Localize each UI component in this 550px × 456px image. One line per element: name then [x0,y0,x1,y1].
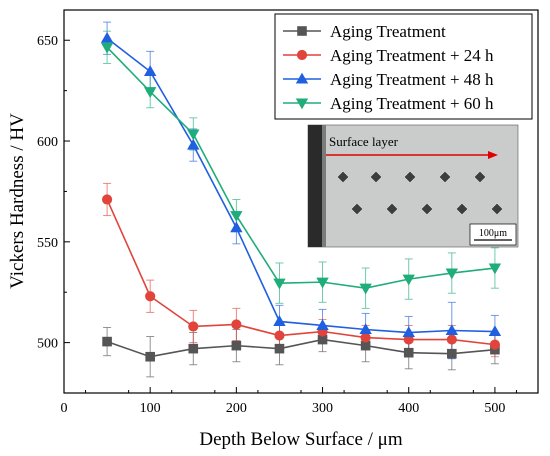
data-point [446,334,457,345]
data-point [187,129,200,141]
axis-ticks: 0 100 200 300 400 500 500 550 600 650 [37,34,517,416]
data-point [231,319,242,330]
indent-mark [370,171,382,183]
legend-marker [296,49,308,61]
indent-mark [386,203,398,215]
indentation-marks [337,171,503,215]
series-lines [106,37,496,358]
data-point [488,263,502,275]
data-point [359,283,372,295]
x-tick-label: 100 [140,401,161,416]
data-point [188,343,199,354]
indent-mark [474,171,486,183]
data-point [403,347,414,358]
data-point [100,42,114,54]
data-point [359,323,372,335]
indent-mark [491,203,503,215]
data-point [143,65,157,77]
data-point [402,274,415,286]
inset-micrograph: Surface layer 100μm [307,124,519,248]
series-line-2 [106,199,496,346]
legend-label: Aging Treatment + 60 h [330,94,494,113]
indent-mark [404,171,416,183]
scale-bar-label: 100μm [479,228,507,239]
legend-entry: Aging Treatment + 48 h [283,70,494,89]
legend-entry: Aging Treatment + 24 h [283,46,494,65]
x-tick-label: 300 [312,401,333,416]
y-tick-label: 600 [37,135,58,150]
y-tick-label: 550 [37,236,58,251]
data-point [188,321,199,332]
legend-box [274,13,533,120]
x-tick-label: 400 [398,401,419,416]
x-tick-label: 500 [484,401,505,416]
data-point [273,278,286,290]
indent-mark [456,203,468,215]
data-point [230,211,243,222]
data-point [274,343,285,354]
legend-entry: Aging Treatment + 60 h [283,94,494,113]
x-axis-title: Depth Below Surface / μm [199,429,403,450]
x-tick-label: 200 [226,401,247,416]
surface-layer-arrowhead-icon [488,151,498,159]
legend-entry: Aging Treatment [283,22,446,41]
y-tick-label: 500 [37,337,58,352]
legend-label: Aging Treatment + 24 h [330,46,494,65]
legend: Aging Treatment Aging Treatment + 24 h Agi… [274,13,533,120]
y-tick-label: 650 [37,34,58,49]
data-point [402,326,415,338]
data-point [360,332,371,343]
data-point [187,138,200,150]
data-point [102,194,113,205]
inset-label: Surface layer [329,134,399,149]
data-point [445,268,459,280]
data-point [145,351,155,362]
indent-mark [351,203,363,215]
inset-surface-shade [322,125,326,247]
legend-marker [295,98,309,110]
legend-label: Aging Treatment [330,22,446,41]
data-point [231,340,242,351]
inset-surface-edge [308,125,322,247]
data-point [488,325,502,337]
series-line-4 [106,46,496,289]
series-line-3 [106,37,495,334]
legend-marker [297,26,307,36]
data-point [316,277,329,289]
y-axis-title: Vickers Hardness / HV [7,113,28,289]
legend-label: Aging Treatment + 48 h [330,70,494,89]
data-point [102,336,112,347]
series-line-1 [106,338,495,358]
data-point [489,339,500,350]
x-tick-label: 0 [61,401,68,416]
data-point [145,291,156,302]
data-point [230,221,243,233]
indent-mark [421,203,433,215]
indent-mark [439,171,451,183]
indent-mark [337,171,349,183]
data-point [274,330,285,341]
data-point [100,31,114,43]
data-point [447,348,457,359]
data-point [143,87,157,98]
legend-marker [295,72,309,84]
data-point [273,315,286,326]
data-point [316,319,329,330]
data-point [445,324,459,336]
series-markers [100,31,502,362]
